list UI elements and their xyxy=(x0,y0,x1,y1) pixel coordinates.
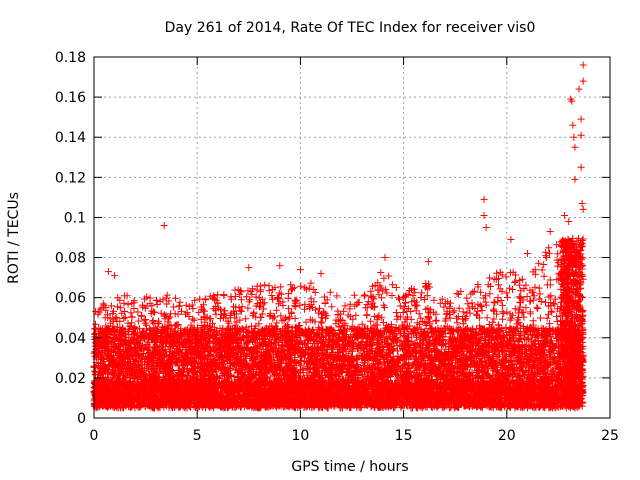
scatter-point xyxy=(570,133,578,141)
scatter-point xyxy=(480,211,488,219)
chart-title: Day 261 of 2014, Rate Of TEC Index for r… xyxy=(165,20,536,36)
y-tick-label: 0.14 xyxy=(55,130,86,146)
scatter-point xyxy=(575,85,583,93)
scatter-point xyxy=(568,97,576,105)
scatter-point xyxy=(104,268,112,276)
y-tick-label: 0 xyxy=(77,411,86,427)
scatter-point xyxy=(482,223,490,231)
scatter-point xyxy=(507,236,515,244)
scatter-point xyxy=(561,211,569,219)
scatter-point xyxy=(523,250,531,258)
axis-ticks: 0 0.02 0.04 0.06 0.08 0.1 0.12 0.14 0.16 0.18 0 5 10… xyxy=(55,50,619,444)
y-tick-label: 0.06 xyxy=(55,291,86,307)
scatter-point xyxy=(577,131,585,139)
scatter-point xyxy=(480,195,488,203)
scatter-point xyxy=(571,143,579,151)
scatter-point xyxy=(160,221,168,229)
scatter-point xyxy=(296,266,304,274)
scatter-point xyxy=(571,175,579,183)
y-tick-label: 0.12 xyxy=(55,170,86,186)
scatter-point xyxy=(276,262,284,270)
scatter-point xyxy=(381,254,389,262)
x-tick-label: 0 xyxy=(90,428,99,444)
scatter-point xyxy=(111,272,119,280)
x-tick-label: 20 xyxy=(498,428,516,444)
scatter-point xyxy=(577,163,585,171)
scatter-point xyxy=(424,258,432,266)
y-tick-label: 0.1 xyxy=(64,210,86,226)
y-tick-label: 0.16 xyxy=(55,90,86,106)
y-axis-label: ROTI / TECUs xyxy=(6,192,22,284)
scatter-point xyxy=(577,115,585,123)
scatter-point xyxy=(245,264,253,272)
scatter-point xyxy=(579,61,587,69)
plot-frame xyxy=(93,56,611,419)
y-tick-label: 0.18 xyxy=(55,50,86,66)
x-tick-label: 5 xyxy=(193,428,202,444)
scatter-point xyxy=(546,227,554,235)
x-tick-label: 10 xyxy=(291,428,309,444)
scatter-point xyxy=(317,270,325,278)
x-tick-label: 15 xyxy=(395,428,413,444)
scatter-point xyxy=(578,199,586,207)
y-tick-label: 0.04 xyxy=(55,331,86,347)
scatter-point xyxy=(579,77,587,85)
y-tick-label: 0.02 xyxy=(55,371,86,387)
y-tick-label: 0.08 xyxy=(55,251,86,267)
scatter-point-cloud xyxy=(90,234,587,412)
x-axis-label: GPS time / hours xyxy=(291,459,408,475)
scatter-points xyxy=(90,61,587,412)
x-tick-label: 25 xyxy=(601,428,619,444)
scatter-point xyxy=(569,121,577,129)
scatter-point xyxy=(579,205,587,213)
scatter-point xyxy=(565,217,573,225)
